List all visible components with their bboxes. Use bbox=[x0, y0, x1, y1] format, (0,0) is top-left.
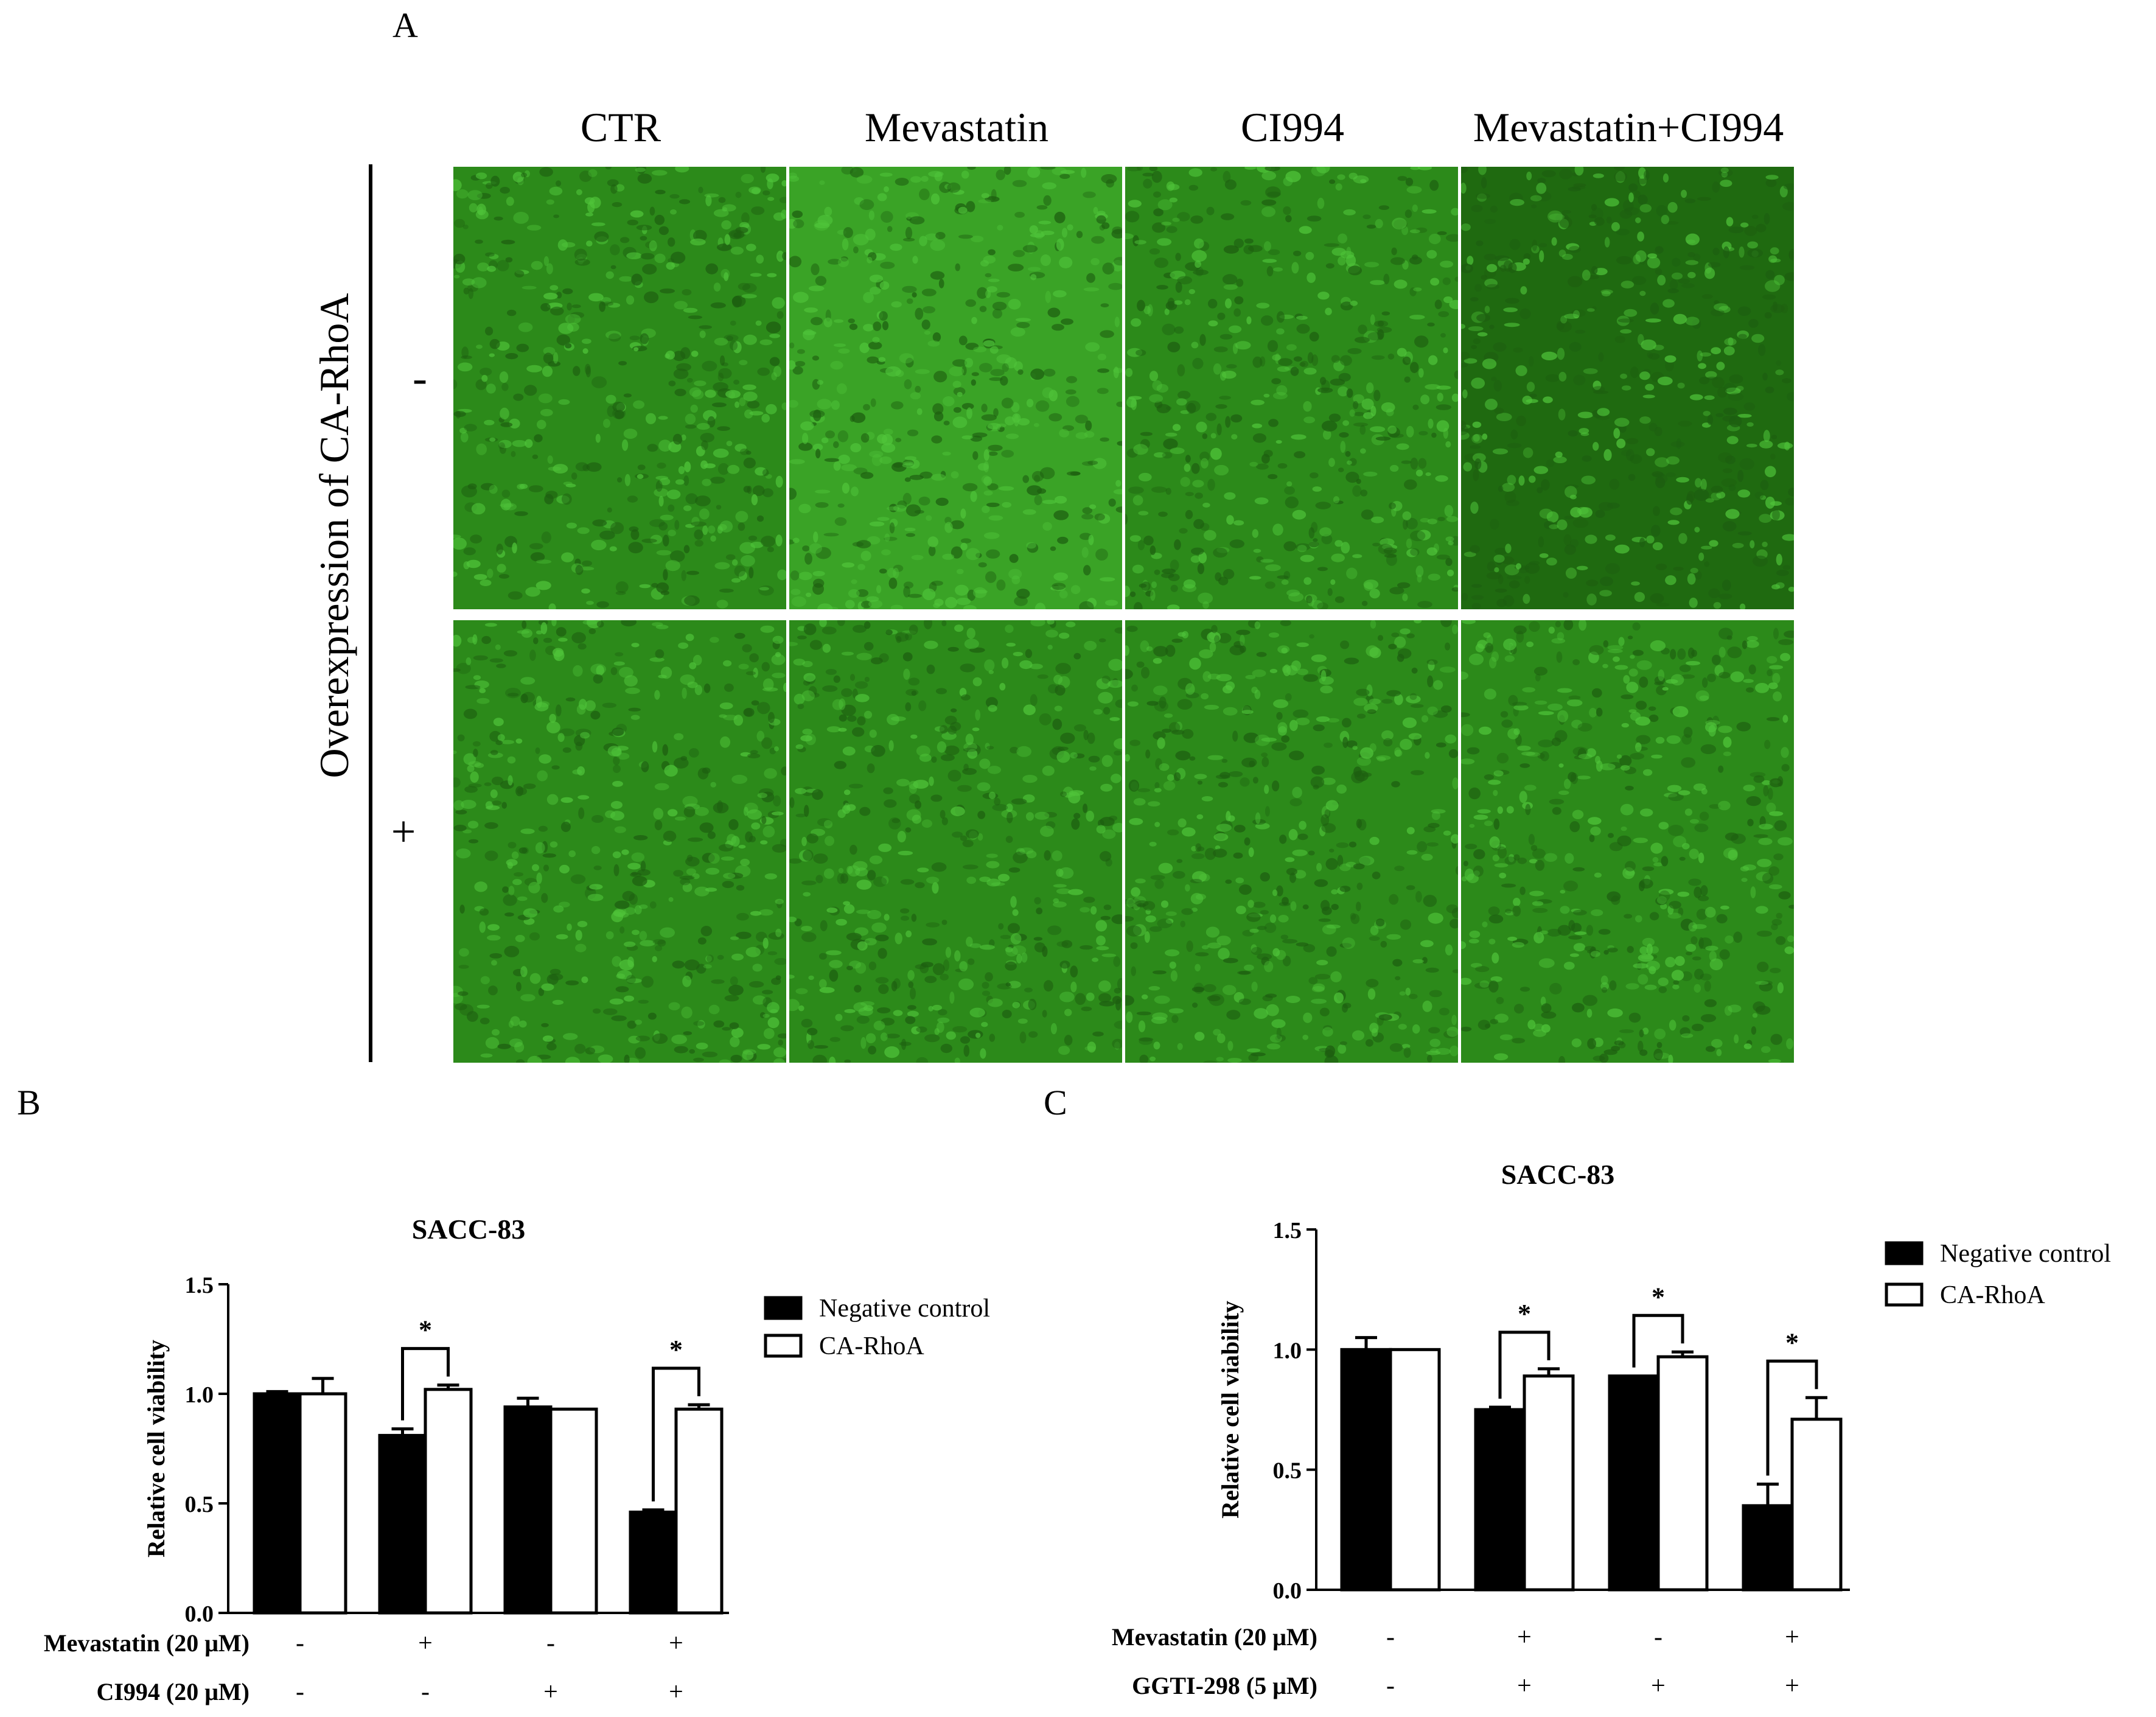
chart-c-condition-value: - bbox=[1386, 1672, 1395, 1700]
chart-c-condition-value: + bbox=[1517, 1623, 1532, 1651]
micrograph-texture bbox=[1125, 620, 1458, 1063]
chart-c-bar-negative-control bbox=[1608, 1374, 1660, 1592]
chart-c-title: SACC-83 bbox=[1501, 1159, 1615, 1190]
chart-b-bar-ca-rhoa bbox=[424, 1388, 473, 1615]
chart-b-bar-negative-control bbox=[503, 1405, 553, 1615]
chart-b-bar-negative-control bbox=[378, 1433, 427, 1615]
chart-c-condition-value: + bbox=[1785, 1672, 1799, 1700]
chart-b-condition-label: Mevastatin (20 μM) bbox=[44, 1629, 249, 1657]
chart-b-condition-value: - bbox=[421, 1678, 430, 1706]
column-header-mevastatin: Mevastatin bbox=[864, 104, 1049, 150]
chart-c-bar-ca-rhoa bbox=[1790, 1418, 1843, 1592]
chart-c-bar-negative-control bbox=[1340, 1348, 1392, 1592]
chart-c-ytick-label: 0.5 bbox=[1273, 1458, 1302, 1484]
chart-c-bar-ca-rhoa bbox=[1656, 1355, 1709, 1592]
row-axis-label: Overexpression of CA-RhoA bbox=[311, 293, 357, 778]
chart-c-ytick-label: 0.0 bbox=[1273, 1578, 1302, 1604]
chart-b-bar-ca-rhoa bbox=[674, 1407, 724, 1615]
chart-c: SACC-83 0.0 0.5 1.0 1.5 Relative cell viabili… bbox=[1112, 1159, 2111, 1700]
chart-b-condition-value: - bbox=[296, 1629, 304, 1657]
chart-c-ylabel: Relative cell viability bbox=[1216, 1301, 1244, 1519]
chart-c-condition-value: + bbox=[1517, 1672, 1532, 1700]
micrograph-row1-col3 bbox=[1125, 167, 1458, 609]
chart-b-condition-value: + bbox=[543, 1678, 558, 1706]
micrograph-texture bbox=[1461, 167, 1794, 609]
chart-b-ytick-label: 0.5 bbox=[185, 1492, 214, 1517]
chart-b-legend-label: CA-RhoA bbox=[819, 1332, 924, 1360]
chart-c-bar-negative-control bbox=[1474, 1408, 1526, 1592]
row-axis-line bbox=[369, 164, 372, 1062]
chart-c-condition-value: + bbox=[1651, 1672, 1666, 1700]
chart-c-condition-label: Mevastatin (20 μM) bbox=[1112, 1623, 1317, 1651]
chart-c-significance-star: * bbox=[1652, 1282, 1665, 1312]
panel-a-letter: A bbox=[392, 5, 418, 45]
chart-c-ytick-label: 1.5 bbox=[1273, 1218, 1302, 1243]
chart-c-ytick-label: 1.0 bbox=[1273, 1338, 1302, 1363]
chart-b-condition-value: + bbox=[418, 1629, 433, 1657]
chart-b-bar-ca-rhoa bbox=[298, 1392, 347, 1615]
chart-b-condition-value: + bbox=[669, 1629, 683, 1657]
row-sign-plus: + bbox=[391, 807, 416, 856]
chart-c-condition-value: - bbox=[1654, 1623, 1662, 1651]
chart-b-condition-label: CI994 (20 μM) bbox=[96, 1678, 249, 1705]
chart-c-bar-ca-rhoa bbox=[1523, 1374, 1575, 1592]
chart-c-bar-negative-control bbox=[1742, 1504, 1794, 1592]
chart-c-condition-value: + bbox=[1785, 1623, 1799, 1651]
chart-c-legend-swatch bbox=[1885, 1282, 1924, 1307]
chart-b-condition-value: - bbox=[296, 1678, 304, 1706]
micrograph-texture bbox=[1461, 620, 1794, 1063]
chart-c-condition-value: - bbox=[1386, 1623, 1395, 1651]
micrograph-texture bbox=[453, 167, 786, 609]
chart-b-ytick-label: 1.5 bbox=[185, 1273, 214, 1298]
chart-c-significance-bracket bbox=[1498, 1331, 1551, 1399]
chart-b-legend-swatch bbox=[764, 1296, 803, 1320]
panel-c-letter: C bbox=[1044, 1083, 1067, 1122]
micrograph-row2-col2 bbox=[789, 620, 1122, 1063]
micrograph-texture bbox=[789, 620, 1122, 1063]
chart-b-bar-negative-control bbox=[629, 1510, 678, 1615]
chart-b-bar-negative-control bbox=[253, 1392, 302, 1615]
chart-b-bar-ca-rhoa bbox=[549, 1407, 598, 1615]
micrograph-row2-col3 bbox=[1125, 620, 1458, 1063]
chart-b-legend-label: Negative control bbox=[819, 1295, 990, 1323]
chart-c-legend-label: Negative control bbox=[1940, 1240, 2111, 1268]
micrograph-texture bbox=[789, 167, 1122, 609]
chart-b-legend-swatch bbox=[764, 1334, 803, 1358]
chart-b-significance-bracket bbox=[652, 1366, 700, 1502]
chart-b-ytick-label: 0.0 bbox=[185, 1601, 214, 1627]
chart-b-ylabel: Relative cell viability bbox=[142, 1340, 170, 1558]
chart-c-significance-star: * bbox=[1785, 1327, 1799, 1357]
chart-c-significance-star: * bbox=[1518, 1299, 1531, 1329]
chart-b-condition-value: + bbox=[669, 1678, 683, 1706]
chart-c-bar-ca-rhoa bbox=[1389, 1348, 1441, 1592]
chart-b-ytick-label: 1.0 bbox=[185, 1382, 214, 1408]
micrograph-row1-col2 bbox=[789, 167, 1122, 609]
chart-c-legend-label: CA-RhoA bbox=[1940, 1281, 2045, 1309]
column-header-ci994: CI994 bbox=[1241, 104, 1344, 150]
micrograph-row2-col4 bbox=[1461, 620, 1794, 1063]
chart-c-significance-bracket bbox=[1766, 1359, 1818, 1476]
chart-c-significance-bracket bbox=[1632, 1313, 1684, 1368]
chart-b-title: SACC-83 bbox=[412, 1214, 526, 1245]
micrograph-texture bbox=[453, 620, 786, 1063]
chart-b-significance-star: * bbox=[419, 1315, 432, 1345]
chart-b-significance-bracket bbox=[401, 1347, 450, 1421]
micrograph-row1-col1 bbox=[453, 167, 786, 609]
chart-c-condition-label: GGTI-298 (5 μM) bbox=[1132, 1672, 1317, 1699]
chart-c-legend-swatch bbox=[1885, 1241, 1924, 1265]
micrograph-row2-col1 bbox=[453, 620, 786, 1063]
chart-b-condition-value: - bbox=[546, 1629, 555, 1657]
micrograph-texture bbox=[1125, 167, 1458, 609]
micrograph-row1-col4 bbox=[1461, 167, 1794, 609]
chart-b: SACC-83 0.0 0.5 1.0 1.5 Relative cell viabili… bbox=[44, 1214, 990, 1706]
column-header-mevastatin-ci994: Mevastatin+CI994 bbox=[1473, 104, 1784, 150]
row-sign-minus: - bbox=[413, 354, 427, 402]
column-header-ctr: CTR bbox=[580, 104, 661, 150]
panel-b-letter: B bbox=[17, 1083, 41, 1122]
chart-b-significance-star: * bbox=[669, 1335, 683, 1365]
